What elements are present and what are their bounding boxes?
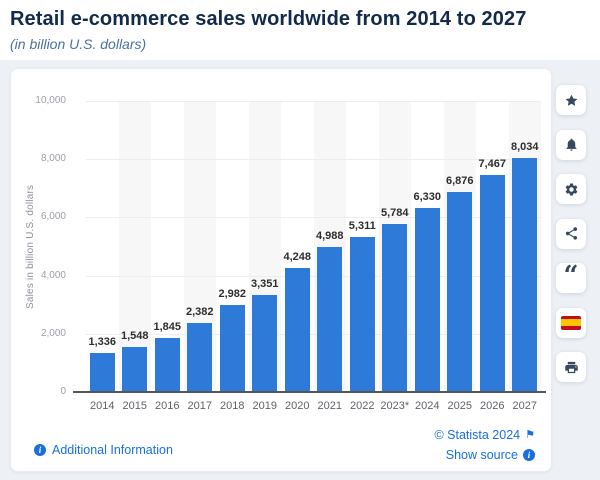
grid-line (86, 217, 541, 219)
share-icon (565, 227, 577, 240)
bar-value-label: 6,876 (445, 174, 474, 187)
show-source-link[interactable]: Show source i (434, 445, 535, 465)
bar[interactable] (284, 268, 310, 392)
notification-button[interactable] (556, 129, 586, 160)
x-tick-label: 2018 (220, 400, 245, 412)
statista-copyright[interactable]: © Statista 2024 ⚑ (434, 425, 535, 445)
copyright-label: © Statista 2024 (434, 428, 521, 442)
bar[interactable] (89, 353, 115, 392)
bar[interactable] (154, 338, 180, 392)
statista-flag-icon: ⚑ (525, 429, 535, 441)
bar-value-label: 6,330 (413, 190, 442, 203)
x-tick-label: 2014 (90, 400, 115, 412)
y-tick-label: 8,000 (40, 153, 66, 165)
bar[interactable] (382, 223, 408, 392)
x-tick-label: 2015 (122, 400, 147, 412)
bar-value-label: 1,548 (120, 329, 149, 342)
chart-header: Retail e-commerce sales worldwide from 2… (0, 0, 600, 60)
bar[interactable] (479, 174, 505, 392)
x-tick-label: 2023* (380, 400, 410, 412)
x-tick-label: 2019 (252, 400, 277, 412)
y-tick-label: 0 (60, 386, 66, 397)
gear-icon (565, 183, 577, 195)
settings-button[interactable] (556, 174, 586, 204)
bar[interactable] (122, 346, 148, 392)
bar-value-label: 1,845 (153, 321, 182, 334)
y-tick-label: 6,000 (40, 211, 66, 223)
chart-card: Sales in billion U.S. dollars 0 2,000 4,00… (10, 68, 552, 472)
x-tick-label: 2017 (187, 400, 212, 412)
info-icon: i (523, 449, 535, 461)
print-button[interactable] (556, 352, 586, 382)
favorite-button[interactable] (556, 85, 586, 115)
bar[interactable] (447, 191, 473, 392)
x-tick-label: 2025 (447, 400, 472, 412)
y-tick-label: 10,000 (35, 95, 66, 106)
x-axis-line (73, 391, 546, 393)
bar[interactable] (414, 207, 440, 392)
x-tick-label: 2022 (350, 400, 375, 412)
bar[interactable] (317, 246, 343, 392)
grid-line (86, 275, 541, 277)
bar-value-label: 7,467 (478, 157, 507, 170)
bar-value-label: 5,311 (348, 220, 376, 233)
bar[interactable] (219, 305, 245, 392)
quote-icon: “ (563, 260, 579, 291)
printer-icon (564, 361, 578, 373)
x-tick-label: 2020 (285, 400, 310, 412)
spain-flag-icon (561, 315, 581, 330)
bar-value-label: 1,336 (88, 336, 117, 349)
bar-value-label: 2,382 (185, 305, 214, 318)
show-source-label: Show source (445, 448, 518, 462)
page-subtitle: (in billion U.S. dollars) (10, 36, 147, 52)
bar-value-label: 5,784 (380, 206, 409, 219)
bar[interactable] (349, 237, 375, 392)
share-button[interactable] (556, 218, 586, 249)
bar[interactable] (187, 322, 213, 392)
citation-button[interactable]: “ (556, 263, 586, 293)
bar[interactable] (252, 294, 278, 392)
y-tick-label: 2,000 (40, 327, 66, 339)
x-tick-label: 2021 (317, 400, 342, 412)
column-stripe (118, 101, 151, 392)
grid-line (86, 333, 541, 335)
info-icon: i (34, 444, 46, 456)
bar[interactable] (512, 158, 538, 392)
plot-area: 0 2,000 4,000 6,000 8,000 10,000 1,336 2014 1,54… (35, 95, 546, 412)
bar-value-label: 4,248 (283, 251, 312, 264)
footer-links: © Statista 2024 ⚑ Show source i (434, 425, 535, 465)
x-tick-label: 2016 (155, 400, 180, 412)
y-tick-label: 4,000 (40, 269, 66, 281)
grid-line (86, 159, 541, 161)
x-tick-label: 2026 (480, 400, 505, 412)
bar-value-label: 4,988 (315, 229, 344, 242)
bar-value-label: 3,351 (250, 277, 279, 290)
star-icon (565, 94, 577, 106)
x-tick-label: 2024 (415, 400, 440, 412)
additional-information-label: Additional Information (52, 443, 173, 457)
bar-value-label: 2,982 (218, 288, 247, 301)
y-axis-title: Sales in billion U.S. dollars (25, 184, 36, 309)
grid-line (86, 101, 541, 102)
bell-icon (566, 138, 576, 151)
bar-value-label: 8,034 (510, 141, 539, 154)
language-button[interactable] (556, 307, 586, 338)
x-tick-label: 2027 (512, 400, 537, 412)
additional-information-link[interactable]: i Additional Information (34, 443, 173, 457)
page-title: Retail e-commerce sales worldwide from 2… (10, 8, 527, 30)
